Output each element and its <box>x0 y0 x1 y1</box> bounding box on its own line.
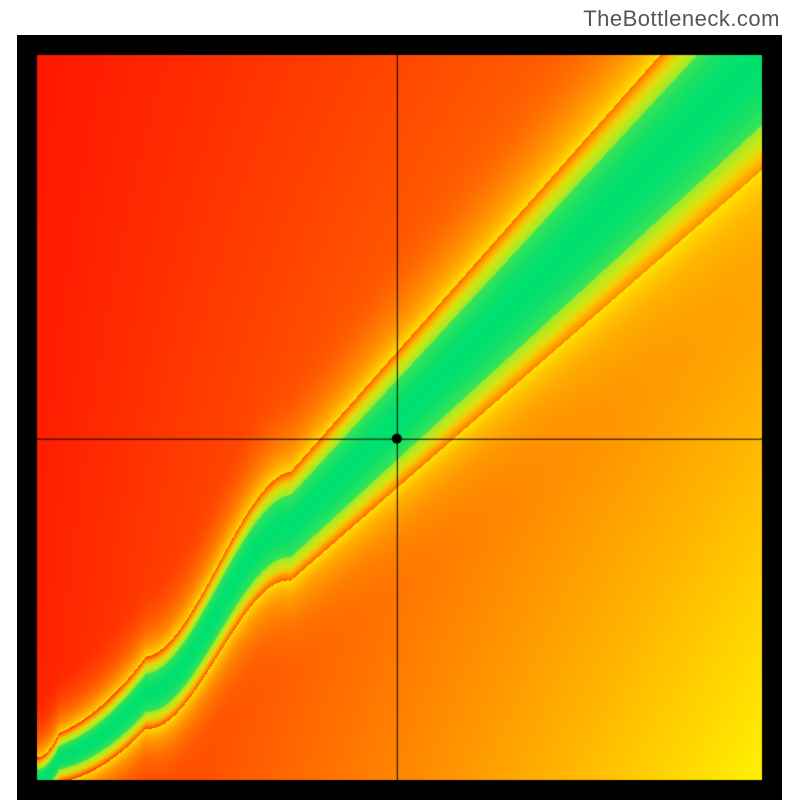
bottleneck-heatmap <box>17 35 782 800</box>
watermark-text: TheBottleneck.com <box>583 6 780 32</box>
